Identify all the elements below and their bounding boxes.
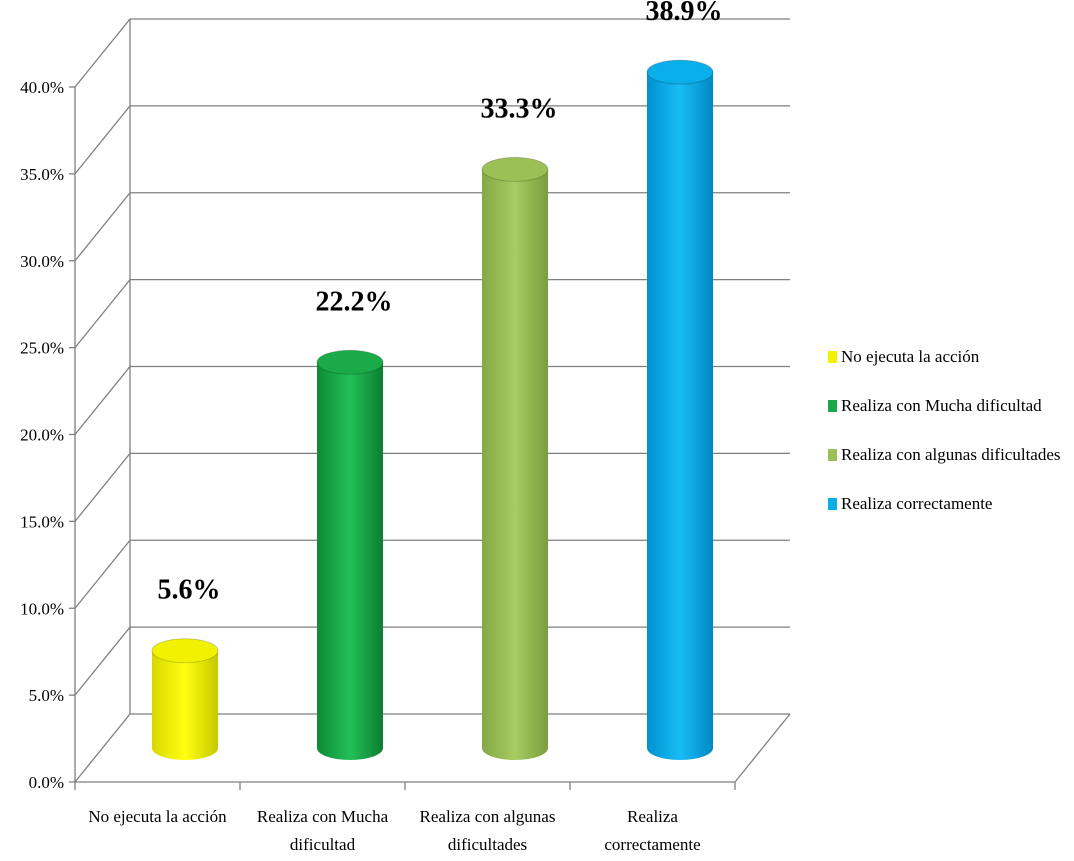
y-tick-label: 25.0% — [20, 339, 64, 358]
legend-label: Realiza con Mucha dificultad — [841, 396, 1042, 415]
gridline — [74, 452, 131, 522]
bars — [151, 59, 714, 761]
bar-body — [317, 362, 383, 760]
y-tick-label: 10.0% — [20, 599, 64, 618]
x-tick-label: dificultad — [290, 835, 356, 854]
y-tick-label: 5.0% — [29, 686, 64, 705]
y-tick-label: 30.0% — [20, 252, 64, 271]
legend-label: Realiza correctamente — [841, 494, 993, 513]
floor-edge — [734, 713, 791, 783]
legend-swatch — [828, 498, 837, 510]
data-label: 5.6% — [158, 575, 221, 606]
legend-label: No ejecuta la acción — [841, 347, 980, 366]
bar-body — [647, 72, 713, 761]
y-tick-label: 0.0% — [29, 773, 64, 792]
x-tick-label: No ejecuta la acción — [88, 807, 227, 826]
bar — [646, 59, 714, 761]
bar — [151, 638, 219, 760]
legend-item: No ejecuta la acción — [828, 345, 1061, 369]
gridline — [74, 279, 131, 349]
legend-label: Realiza con algunas dificultades — [841, 445, 1061, 464]
gridline — [74, 539, 131, 609]
x-tick-label: Realiza con Mucha — [257, 807, 389, 826]
bar — [316, 349, 384, 760]
gridline — [74, 626, 131, 696]
data-label: 33.3% — [481, 93, 558, 124]
axes — [69, 19, 791, 790]
gridline — [74, 713, 131, 783]
bar — [481, 156, 549, 761]
y-tick-label: 35.0% — [20, 165, 64, 184]
legend-swatch — [828, 449, 837, 461]
data-label: 22.2% — [316, 286, 393, 317]
y-tick-label: 40.0% — [20, 78, 64, 97]
legend-swatch — [828, 351, 837, 363]
legend-swatch — [828, 400, 837, 412]
legend-item: Realiza con Mucha dificultad — [828, 394, 1061, 418]
bar-body — [482, 169, 548, 761]
y-tick-label: 15.0% — [20, 512, 64, 531]
bar-top — [481, 156, 549, 182]
x-tick-label: Realiza — [627, 807, 678, 826]
x-tick-label: dificultades — [448, 835, 527, 854]
x-tick-label: Realiza con algunas — [420, 807, 556, 826]
data-label: 38.9% — [646, 0, 723, 27]
labels: 0.0% 5.0% 10.0% 15.0% 20.0% 25.0% 30.0% 35.0% 40… — [20, 0, 722, 854]
y-tick-label: 20.0% — [20, 426, 64, 445]
gridline — [74, 105, 131, 175]
gridline — [74, 366, 131, 435]
bar-top — [316, 349, 384, 375]
x-tick-label: correctamente — [604, 835, 700, 854]
gridline — [74, 18, 131, 88]
legend-item: Realiza con algunas dificultades — [828, 443, 1061, 467]
gridline — [74, 192, 131, 262]
legend-item: Realiza correctamente — [828, 492, 1061, 516]
bar-top — [646, 59, 714, 85]
bar-body — [152, 650, 218, 760]
legend: No ejecuta la acción Realiza con Mucha d… — [828, 345, 1061, 541]
bar-top — [151, 638, 219, 664]
